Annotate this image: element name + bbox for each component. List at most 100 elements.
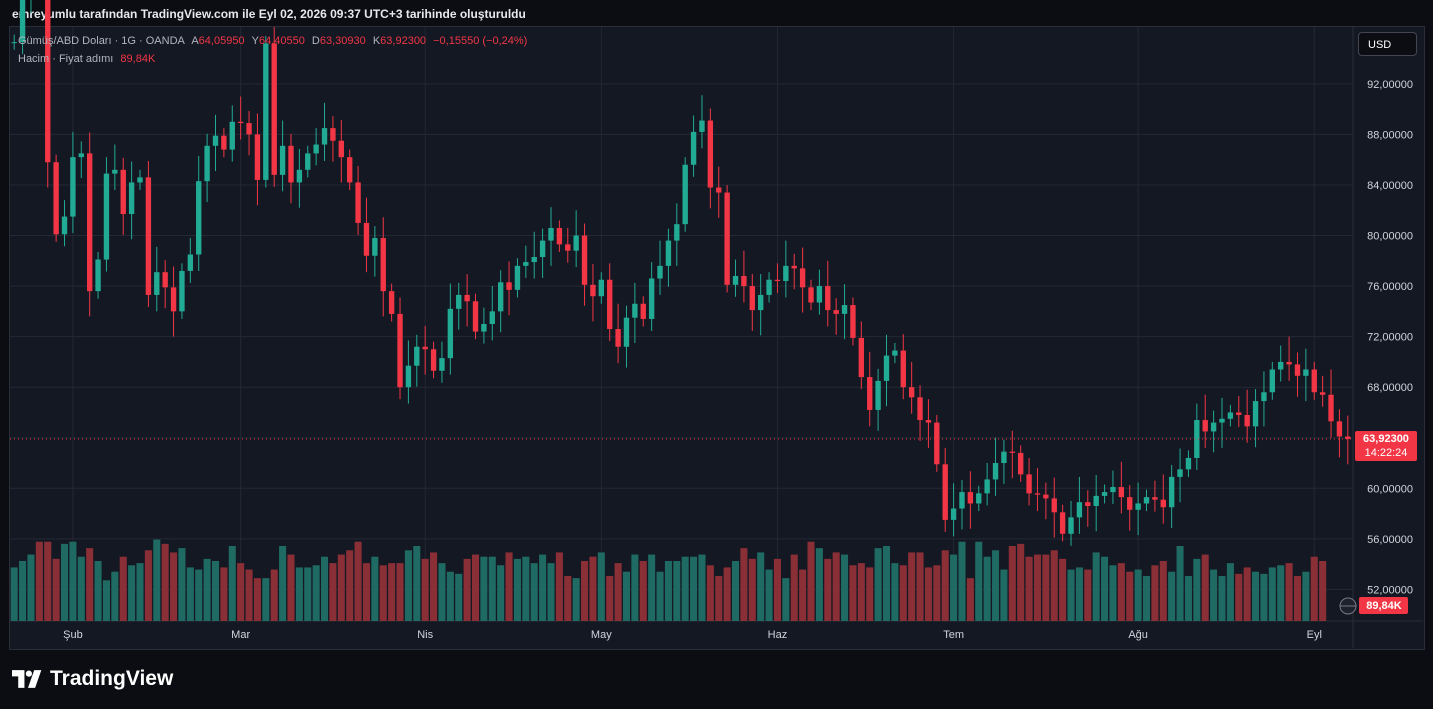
candle-body — [783, 265, 789, 282]
volume-bar — [396, 563, 404, 621]
volume-bar — [279, 546, 287, 621]
candle-body — [246, 123, 252, 135]
candle-body — [1227, 412, 1234, 419]
volume-bar — [480, 556, 488, 621]
volume-bar — [60, 543, 69, 621]
candle-body — [288, 145, 294, 183]
y-tick-label: 88,00000 — [1367, 129, 1413, 141]
open-value: 64,05950 — [198, 35, 245, 47]
candle-body — [221, 135, 227, 150]
candle-body — [86, 153, 93, 292]
candle-body — [405, 365, 412, 388]
volume-bar — [698, 554, 706, 621]
volume-bar — [337, 554, 345, 621]
change-value: −0,15550 (−0,24%) — [433, 35, 528, 47]
chart-frame[interactable] — [9, 26, 1425, 650]
y-tick-label: 52,00000 — [1367, 584, 1413, 596]
candle-body — [1177, 469, 1183, 477]
volume-bar — [807, 541, 815, 621]
candle-body — [858, 337, 865, 378]
volume-bar — [1092, 552, 1100, 621]
candle-body — [1244, 414, 1250, 427]
volume-bar — [656, 571, 664, 621]
x-tick-label: Nis — [417, 629, 433, 641]
volume-bar — [161, 543, 169, 621]
x-tick-label: Şub — [63, 629, 83, 641]
volume-bar — [1252, 571, 1260, 621]
candle-body — [1026, 474, 1032, 494]
volume-bar — [706, 565, 714, 621]
candle-body — [1311, 369, 1317, 393]
candle-body — [640, 303, 646, 319]
volume-bar — [1260, 573, 1268, 621]
candle-body — [883, 355, 890, 381]
volume-bar — [1017, 543, 1025, 621]
candle-body — [732, 275, 739, 285]
volume-bar — [1226, 563, 1234, 621]
volume-bar — [354, 541, 362, 621]
candle-body — [925, 420, 932, 423]
candle-body — [112, 169, 118, 174]
candle-body — [648, 278, 655, 319]
candle-body — [1118, 487, 1125, 498]
candle-body — [699, 120, 705, 132]
currency-button[interactable]: USD — [1358, 32, 1417, 56]
candle-body — [749, 286, 755, 311]
candle-body — [397, 313, 403, 388]
candle-body — [263, 43, 269, 180]
volume-bar — [849, 565, 857, 621]
volume-bar — [153, 539, 161, 621]
low-label: D — [311, 35, 320, 47]
volume-bar — [1176, 546, 1184, 621]
volume-bar — [1184, 576, 1192, 621]
ohlc-legend: Gümüş/ABD Doları · 1G · OANDA A64,05950 … — [18, 35, 527, 47]
candle-body — [573, 235, 579, 251]
volume-bar — [1033, 554, 1041, 621]
volume-bar — [77, 556, 85, 621]
volume-bar — [841, 554, 849, 621]
volume-bar — [1084, 569, 1092, 621]
candle-body — [707, 120, 714, 188]
candle-body — [372, 238, 378, 256]
candle-body — [665, 240, 672, 266]
volume-bar — [362, 563, 370, 621]
tradingview-logo[interactable]: TradingView — [12, 667, 173, 691]
volume-label[interactable]: Hacim · Fiyat adımı — [18, 53, 114, 65]
volume-bar — [539, 554, 547, 621]
volume-bar — [581, 561, 589, 621]
candle-body — [1051, 498, 1057, 513]
volume-bar — [1277, 565, 1285, 621]
candle-body — [430, 349, 437, 371]
volume-bar — [1059, 558, 1067, 621]
volume-bar — [857, 563, 865, 621]
candle-body — [1219, 418, 1225, 423]
symbol-title[interactable]: Gümüş/ABD Doları · 1G · OANDA — [18, 35, 185, 47]
volume-bar — [304, 567, 312, 621]
candle-body — [682, 164, 688, 225]
volume-bar — [832, 552, 840, 621]
candle-body — [347, 157, 353, 183]
candle-body — [942, 464, 948, 520]
y-tick-label: 76,00000 — [1367, 281, 1413, 293]
volume-bar — [262, 578, 270, 621]
candle-body — [388, 291, 395, 314]
candle-body — [1194, 420, 1200, 458]
candle-body — [1018, 452, 1024, 475]
candle-body — [506, 282, 512, 290]
candle-body — [1085, 502, 1091, 506]
candle-body — [548, 227, 554, 241]
volume-bar — [1243, 567, 1251, 621]
candle-body — [1236, 412, 1242, 415]
volume-bar — [295, 567, 303, 621]
candle-body — [1336, 421, 1343, 437]
candle-body — [414, 346, 420, 366]
candle-body — [1152, 497, 1158, 500]
candle-body — [657, 265, 663, 279]
candle-body — [992, 463, 999, 480]
candle-body — [514, 265, 521, 290]
candle-body — [204, 145, 210, 182]
close-label: K — [372, 35, 381, 47]
candle-body — [363, 222, 370, 256]
volume-bar — [1201, 554, 1209, 621]
